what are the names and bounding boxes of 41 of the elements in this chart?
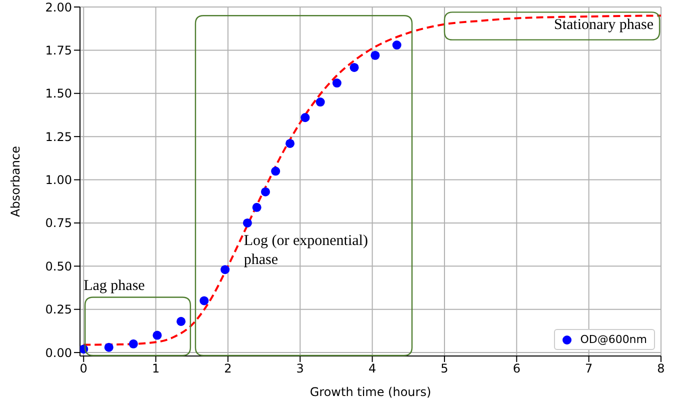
x-tick-label: 1 <box>152 362 160 376</box>
point <box>286 138 295 148</box>
x-tick-label: 8 <box>657 362 665 376</box>
x-tick-label: 3 <box>296 362 304 376</box>
point <box>271 166 280 176</box>
point <box>260 187 270 196</box>
point <box>200 296 209 306</box>
point <box>316 98 325 107</box>
y-tick-label: 1.50 <box>45 86 72 101</box>
x-tick-label: 0 <box>80 362 88 376</box>
x-tick-label: 5 <box>440 362 448 376</box>
point <box>152 330 162 340</box>
annotation: Stationary phase <box>552 16 654 35</box>
y-tick-label: 1.25 <box>45 130 72 144</box>
point <box>332 78 342 88</box>
x-tick-label: 2 <box>224 362 232 376</box>
y-tick-label: 0.25 <box>45 302 72 317</box>
point <box>128 339 138 348</box>
point <box>350 62 359 72</box>
point <box>176 316 186 326</box>
point <box>104 342 114 352</box>
y-tick-label: 1.75 <box>45 43 72 58</box>
y-tick-label: 0.50 <box>45 259 72 274</box>
annotation: Lag phase <box>84 276 146 296</box>
y-tick-label: 1.00 <box>45 173 72 188</box>
y-tick-label: 0.00 <box>45 346 72 360</box>
point <box>392 40 402 50</box>
legend-label: OD@600nm <box>580 333 647 346</box>
x-tick-label: 6 <box>512 362 520 376</box>
y-axis-title: Absorbance <box>8 146 22 217</box>
annotation: Log (or exponential) phase <box>244 232 369 270</box>
point <box>370 50 380 60</box>
x-tick-label: 4 <box>368 362 376 376</box>
point <box>242 218 252 228</box>
point <box>300 113 310 122</box>
point <box>220 265 230 274</box>
point <box>252 202 262 212</box>
x-axis-title: Growth time (hours) <box>310 385 432 399</box>
x-tick-label: 7 <box>585 362 593 376</box>
y-tick-label: 0.75 <box>45 216 72 230</box>
y-tick-label: 2.00 <box>45 0 72 14</box>
